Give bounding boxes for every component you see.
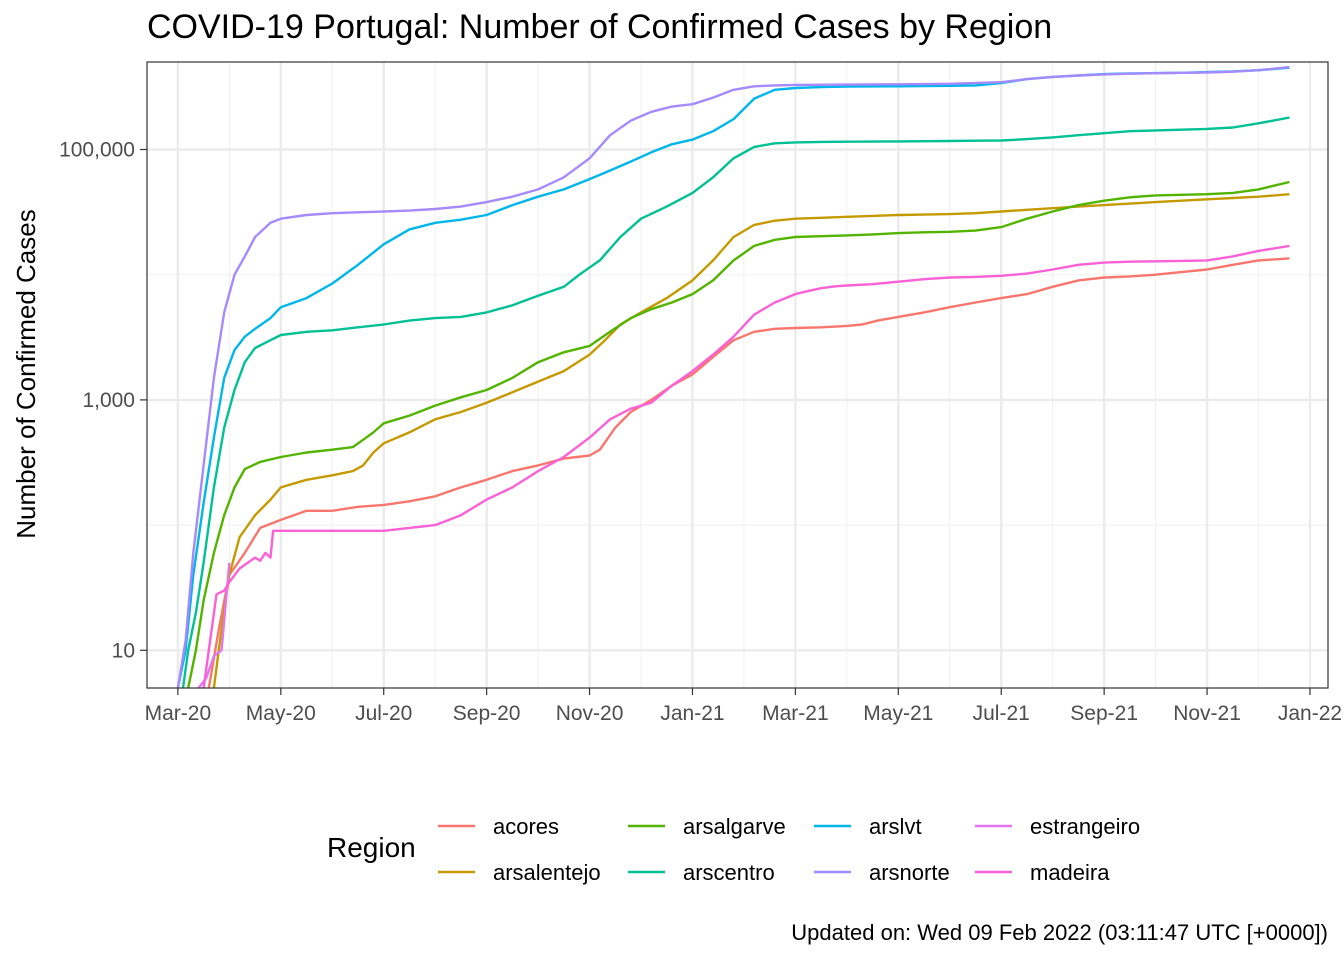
y-axis: 10 1,000 100,000 xyxy=(59,139,147,662)
plot-panel xyxy=(147,62,1328,688)
series-line-arscentro xyxy=(181,116,1290,688)
legend-label-arsnorte: arsnorte xyxy=(869,860,950,885)
x-axis: Mar-20 May-20 Jul-20 Sep-20 Nov-20 Jan-21 Mar-… xyxy=(145,688,1342,725)
series-lines xyxy=(146,61,1329,689)
x-tick-label: Sep-21 xyxy=(1070,702,1138,725)
legend-label-arsalentejo: arsalentejo xyxy=(493,860,601,885)
legend-label-madeira: madeira xyxy=(1030,860,1110,885)
legend-title: Region xyxy=(327,832,416,863)
legend-label-estrangeiro: estrangeiro xyxy=(1030,814,1140,839)
x-tick-label: Jan-22 xyxy=(1278,702,1342,725)
y-tick-label: 10 xyxy=(112,639,135,662)
series-line-arsnorte xyxy=(176,65,1290,688)
x-tick-label: Jul-20 xyxy=(355,702,412,725)
x-tick-label: Mar-20 xyxy=(145,702,212,725)
legend-label-arsalgarve: arsalgarve xyxy=(683,814,786,839)
y-tick-label: 100,000 xyxy=(59,139,135,162)
x-tick-label: Nov-21 xyxy=(1173,702,1241,725)
updated-caption: Updated on: Wed 09 Feb 2022 (03:11:47 UT… xyxy=(791,920,1328,945)
series-line-madeira xyxy=(202,244,1290,688)
legend: Region acores arsalentejo arsalgarve arscen… xyxy=(327,814,1140,885)
legend-label-acores: acores xyxy=(493,814,559,839)
chart-title: COVID-19 Portugal: Number of Confirmed C… xyxy=(147,8,1052,46)
x-tick-label: Jul-21 xyxy=(973,702,1030,725)
x-tick-label: May-21 xyxy=(863,702,933,725)
series-line-arsalgarve xyxy=(187,180,1290,688)
plot-background xyxy=(147,62,1328,688)
legend-label-arscentro: arscentro xyxy=(683,860,775,885)
y-tick-label: 1,000 xyxy=(82,389,135,412)
legend-label-arslvt: arslvt xyxy=(869,814,922,839)
x-tick-label: May-20 xyxy=(246,702,316,725)
x-tick-label: Mar-21 xyxy=(762,702,829,725)
x-tick-label: Jan-21 xyxy=(660,702,724,725)
x-tick-label: Sep-20 xyxy=(453,702,521,725)
y-axis-label: Number of Confirmed Cases xyxy=(11,209,41,538)
x-tick-label: Nov-20 xyxy=(556,702,624,725)
series-line-acores xyxy=(207,257,1290,688)
plot-border xyxy=(146,61,1329,689)
